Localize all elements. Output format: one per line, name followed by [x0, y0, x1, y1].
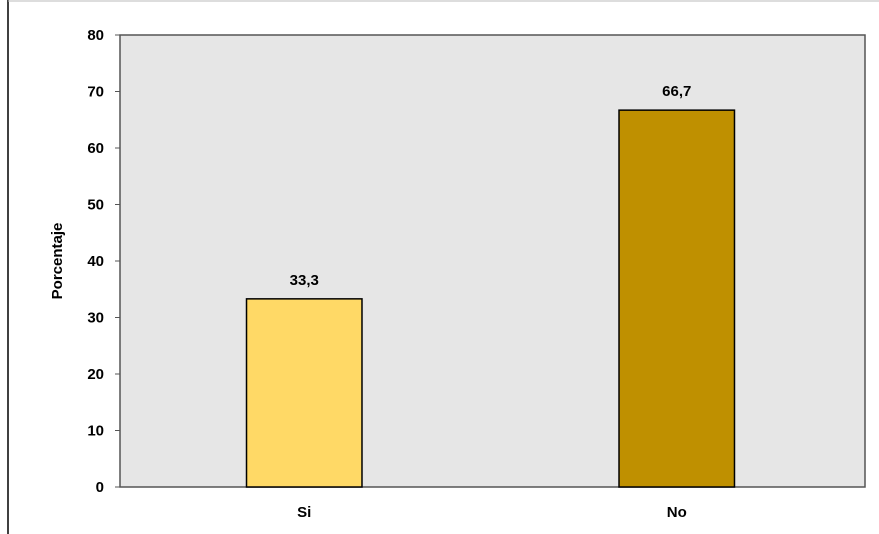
y-tick-label: 10	[87, 423, 104, 440]
y-axis-label: Porcentaje	[49, 223, 66, 300]
x-tick-label-si: Si	[297, 504, 311, 521]
data-labels: 33,3 66,7	[290, 83, 692, 289]
x-tick-label-no: No	[667, 504, 687, 521]
y-tick-label: 70	[87, 84, 104, 101]
y-tick-label: 20	[87, 366, 104, 383]
y-tick-label: 80	[87, 27, 104, 44]
y-axis: 0 10 20 30 40 50 60 70 80	[87, 27, 120, 496]
y-tick-label: 50	[87, 197, 104, 214]
plot-area	[119, 34, 866, 488]
bar-no	[618, 109, 736, 488]
y-tick-label: 40	[87, 253, 104, 270]
y-tick-label: 0	[96, 479, 104, 496]
y-tick-label: 30	[87, 310, 104, 327]
bar-si	[245, 298, 363, 488]
data-label-no: 66,7	[662, 83, 691, 100]
bars	[245, 109, 736, 488]
x-axis: Si No	[297, 504, 687, 521]
data-label-si: 33,3	[290, 272, 319, 289]
y-tick-label: 60	[87, 140, 104, 157]
